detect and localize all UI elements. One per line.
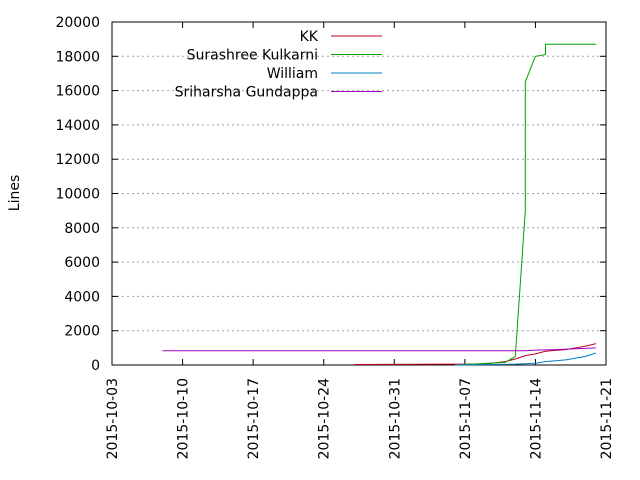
legend-label: Surashree Kulkarni [187,48,318,64]
x-tick-label: 2015-11-21 [599,378,615,459]
legend-label: KK [300,29,319,45]
y-tick-label: 8000 [64,221,100,237]
series-line-1 [454,43,596,366]
y-axis-label: Lines [7,175,23,211]
legend-label: Sriharsha Gundappa [175,85,318,101]
series-line-2 [454,352,597,366]
x-tick-label: 2015-10-03 [105,378,121,459]
x-tick-label: 2015-11-07 [458,378,474,459]
x-tick-label: 2015-11-14 [528,378,544,459]
series-line-0 [353,343,597,365]
x-tick-label: 2015-10-17 [246,378,262,459]
x-tick-label: 2015-10-31 [387,378,403,459]
axes: 0 2000 4000 6000 8000 10000 12000 14000 16000 180… [55,15,615,459]
x-tick-label: 2015-10-10 [176,378,192,459]
y-tick-label: 14000 [55,118,100,134]
legend: KK Surashree Kulkarni William Sriharsha Gun… [175,29,382,101]
y-tick-label: 12000 [55,152,100,168]
y-tick-label: 0 [91,358,100,374]
y-tick-label: 4000 [64,289,100,305]
series-line-3 [162,347,596,352]
y-tick-label: 16000 [55,84,100,100]
series-lines [162,43,597,366]
y-tick-label: 6000 [64,255,100,271]
y-tick-label: 18000 [55,49,100,65]
legend-label: William [267,66,318,82]
y-tick-label: 2000 [64,324,100,340]
y-tick-label: 10000 [55,187,100,203]
plot-border [111,21,607,366]
x-tick-label: 2015-10-24 [317,378,333,459]
y-tick-label: 20000 [55,15,100,31]
